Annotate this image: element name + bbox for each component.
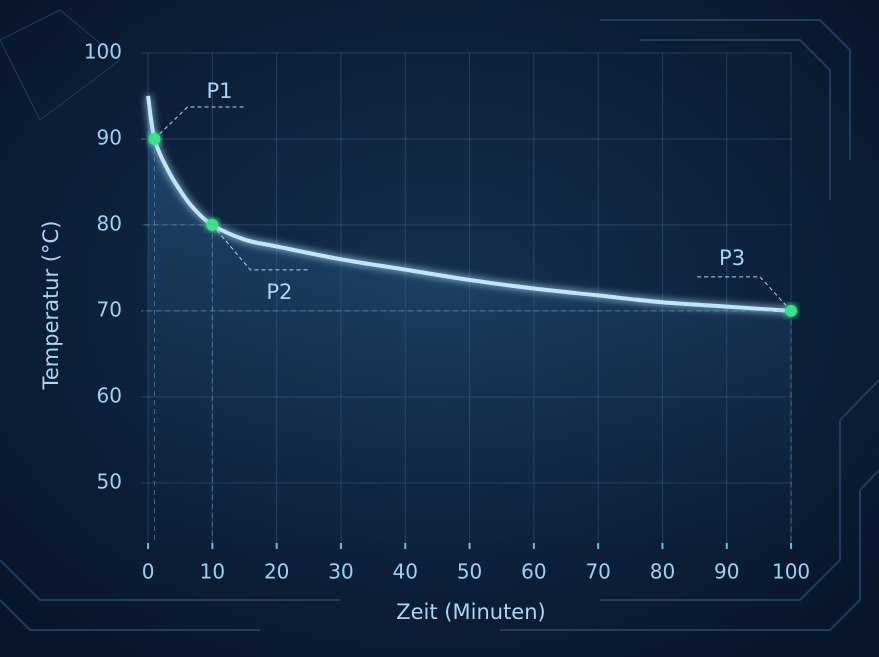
x-tick-label: 0 [142, 560, 155, 584]
x-tick-label: 100 [772, 560, 810, 584]
point-label: P3 [719, 246, 745, 270]
point-label: P1 [206, 79, 232, 103]
y-tick-label: 60 [97, 383, 122, 407]
y-axis-title: Temperatur (°C) [39, 221, 63, 391]
x-tick-label: 20 [264, 560, 289, 584]
point-marker [206, 218, 219, 231]
y-tick-label: 70 [97, 297, 122, 321]
y-tick-label: 90 [97, 125, 122, 149]
x-tick-label: 90 [714, 560, 739, 584]
decoration [0, 9, 879, 631]
x-tick-label: 30 [328, 560, 353, 584]
leader-line [697, 276, 792, 312]
x-axis-title: Zeit (Minuten) [396, 600, 545, 624]
x-tick-label: 60 [521, 560, 546, 584]
area [148, 95, 792, 543]
y-tick-label: 50 [97, 469, 122, 493]
point-marker [785, 304, 798, 317]
leader-line [154, 106, 245, 140]
x-tick-label: 80 [650, 560, 675, 584]
y-tick-label: 100 [84, 40, 122, 64]
x-tick-label: 10 [200, 560, 225, 584]
leader-line [211, 224, 309, 271]
guide-line [141, 310, 792, 543]
x-tick-label: 70 [585, 560, 610, 584]
guide-line [141, 224, 213, 543]
y-tick-label: 80 [97, 211, 122, 235]
point-label: P2 [266, 280, 292, 304]
x-tick-label: 50 [457, 560, 482, 584]
x-tick-label: 40 [393, 560, 418, 584]
line [146, 95, 792, 313]
point-marker [148, 132, 161, 145]
